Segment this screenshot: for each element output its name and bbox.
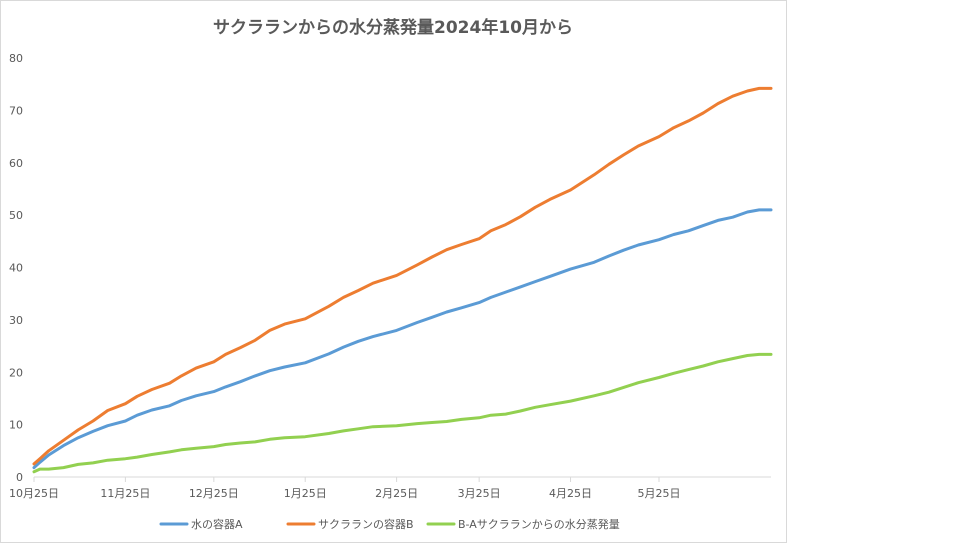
y-tick-label: 50 — [9, 209, 23, 222]
x-tick-label: 1月25日 — [284, 487, 327, 500]
y-axis-ticks: 0 10 20 30 40 50 60 70 80 — [9, 52, 23, 484]
legend-label: B-Aサクラランからの水分蒸発量 — [458, 517, 620, 531]
y-tick-label: 60 — [9, 157, 23, 170]
chart-area — [0, 0, 787, 543]
chart-title: サクラランからの水分蒸発量2024年10月から — [213, 17, 573, 38]
x-tick-label: 4月25日 — [549, 487, 592, 500]
series-line-1 — [32, 86, 773, 466]
y-tick-label: 0 — [16, 471, 23, 484]
y-tick-label: 40 — [9, 262, 23, 275]
series-line-0 — [32, 208, 773, 470]
x-axis-ticks: 10月25日 11月25日 12月25日 1月25日 2月25日 3月25日 4月25日 5月… — [9, 477, 680, 500]
x-tick-label: 5月25日 — [637, 487, 680, 500]
legend-label: サクラランの容器B — [318, 517, 414, 531]
y-tick-label: 80 — [9, 52, 23, 65]
series-line-2 — [32, 352, 773, 474]
series-lines — [32, 86, 773, 474]
x-tick-label: 2月25日 — [375, 487, 418, 500]
y-tick-label: 30 — [9, 314, 23, 327]
legend: 水の容器A サクラランの容器B B-Aサクラランからの水分蒸発量 — [159, 517, 620, 531]
x-tick-label: 3月25日 — [458, 487, 501, 500]
x-tick-label: 12月25日 — [189, 487, 239, 500]
x-tick-label: 10月25日 — [9, 487, 59, 500]
y-tick-label: 10 — [9, 419, 23, 432]
y-tick-label: 70 — [9, 104, 23, 117]
y-tick-label: 20 — [9, 366, 23, 379]
x-tick-label: 11月25日 — [100, 487, 150, 500]
legend-label: 水の容器A — [191, 517, 243, 531]
